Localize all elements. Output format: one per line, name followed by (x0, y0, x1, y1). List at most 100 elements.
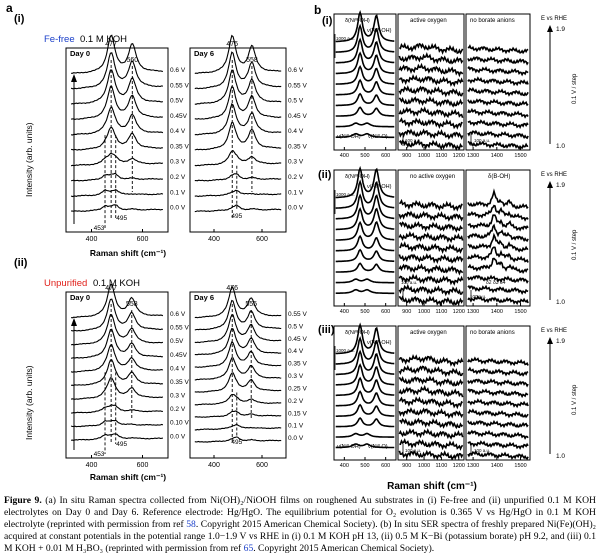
ser-trace (335, 132, 395, 139)
ser-trace (335, 363, 395, 386)
raman-trace (194, 150, 282, 167)
day-label: Day 6 (194, 293, 214, 302)
ser-trace (398, 220, 463, 233)
raman-trace (70, 377, 164, 400)
caption-ref-65[interactable]: 65 (243, 543, 254, 555)
raman-trace (70, 328, 163, 359)
ser-trace (398, 62, 464, 78)
raman-trace (194, 285, 282, 319)
plot-frame (397, 169, 465, 307)
potential-label: 0.55 V (288, 311, 307, 318)
annotation-delta-b-oh: δ(B-OH) (488, 174, 510, 180)
ser-trace (398, 384, 464, 398)
annotation-no-borate-anions: no borate anions (470, 18, 515, 24)
raman-trace (70, 69, 164, 105)
ser-trace (467, 223, 529, 243)
ser-trace (467, 232, 529, 253)
x-tick-label: 500 (360, 309, 369, 315)
potential-label: 0.3 V (288, 159, 304, 166)
raman-trace (71, 404, 163, 414)
panel-a-row1-electrolyte-rest: 0.1 M KOH (80, 34, 127, 45)
x-tick-label: 600 (381, 463, 390, 469)
caption-text-3: . Copyright 2015 American Chemical Socie… (253, 543, 435, 555)
ser-trace (467, 408, 529, 419)
x-tick-label: 1500 (514, 309, 526, 315)
plot-frame (65, 47, 169, 233)
peak-label-1: 476 (226, 285, 238, 292)
ser-trace (467, 107, 529, 119)
ser-trace (467, 440, 529, 450)
potential-label: 0.6 V (170, 67, 186, 74)
ser-trace (467, 388, 529, 399)
potential-label: 0.0 V (288, 435, 304, 442)
raman-trace (71, 359, 163, 386)
x-tick-label: 1300 (467, 463, 479, 469)
ser-trace (335, 193, 395, 220)
potential-label: 0.0 V (170, 433, 186, 440)
ser-trace (467, 65, 529, 77)
ser-trace (335, 376, 395, 397)
raman-trace (194, 372, 282, 393)
e-top-label: 1.9 (556, 182, 565, 189)
ser-trace (398, 449, 464, 461)
x-tick-label: 1100 (436, 309, 448, 315)
x-tick-label: 900 (402, 309, 411, 315)
ser-trace (398, 198, 463, 212)
raman-trace (194, 51, 282, 90)
ser-trace (398, 74, 464, 88)
panel-b-row1-plot: 400 500 600 900 1000 1100 1200 1300 1400 1500 δ(Ni… (333, 9, 578, 159)
potential-label: 0.2 V (288, 174, 304, 181)
ser-trace (398, 406, 464, 420)
ser-trace (399, 417, 464, 430)
x-tick-label: 600 (256, 462, 268, 469)
e-arrow-head (547, 25, 553, 32)
ser-trace (335, 64, 395, 85)
potential-label: 0.35 V (170, 379, 189, 386)
x-tick-label: 900 (402, 153, 411, 159)
ser-trace (467, 214, 529, 232)
ser-trace (467, 129, 529, 140)
raman-trace (194, 102, 282, 136)
ser-trace (467, 378, 529, 388)
panel-a-row1-label: (i) (14, 13, 25, 25)
ser-trace (335, 288, 395, 295)
ser-trace (335, 248, 395, 263)
ser-trace (467, 55, 529, 66)
potential-label: 0.1 V (170, 189, 186, 196)
x-tick-label: 500 (360, 153, 369, 159)
annotation-delta-niiii-oh: δ(Niᴵᴵᴵ-OH) (345, 17, 370, 24)
x-tick-label: 600 (381, 309, 390, 315)
caption-ref-58[interactable]: 58 (186, 519, 196, 531)
x-tick-label: 1400 (491, 463, 503, 469)
e-bottom-label: 1.0 (556, 143, 565, 150)
ser-trace (399, 241, 464, 254)
x-tick-label: 1200 (453, 153, 465, 159)
annotation-active-oxygen: active oxygen (410, 18, 447, 24)
ser-trace (335, 23, 395, 53)
ser-trace (467, 429, 529, 440)
figure-canvas: a (i) Fe-free 0.1 M KOH (ii) Unpurified … (6, 1, 578, 492)
raman-trace (194, 357, 282, 381)
scale-label-large: 1000 a.u. (336, 192, 355, 197)
ser-trace (335, 262, 395, 273)
potential-label: 0.55 V (288, 82, 307, 89)
ser-trace (398, 128, 464, 140)
ser-trace (335, 207, 395, 231)
ser-trace (335, 106, 395, 117)
x-tick-label: 600 (381, 153, 390, 159)
x-tick-label: 1300 (467, 153, 479, 159)
raman-trace (194, 327, 282, 356)
plot-frame (397, 325, 465, 461)
ser-trace (398, 375, 464, 388)
x-tick-label: 1100 (436, 153, 448, 159)
e-vs-rhe-label: E vs RHE (541, 16, 567, 22)
raman-trace (194, 436, 282, 443)
scale-label-large: 1000 a.u. (336, 348, 355, 353)
x-tick-label: 400 (340, 309, 349, 315)
raman-trace (71, 204, 163, 212)
potential-label: 0.5 V (288, 98, 304, 105)
raman-trace (194, 314, 282, 344)
panel-a-row2-electrolyte-rest: 0.1 M KOH (93, 278, 140, 289)
ser-trace (398, 427, 464, 440)
ser-trace (398, 263, 464, 276)
